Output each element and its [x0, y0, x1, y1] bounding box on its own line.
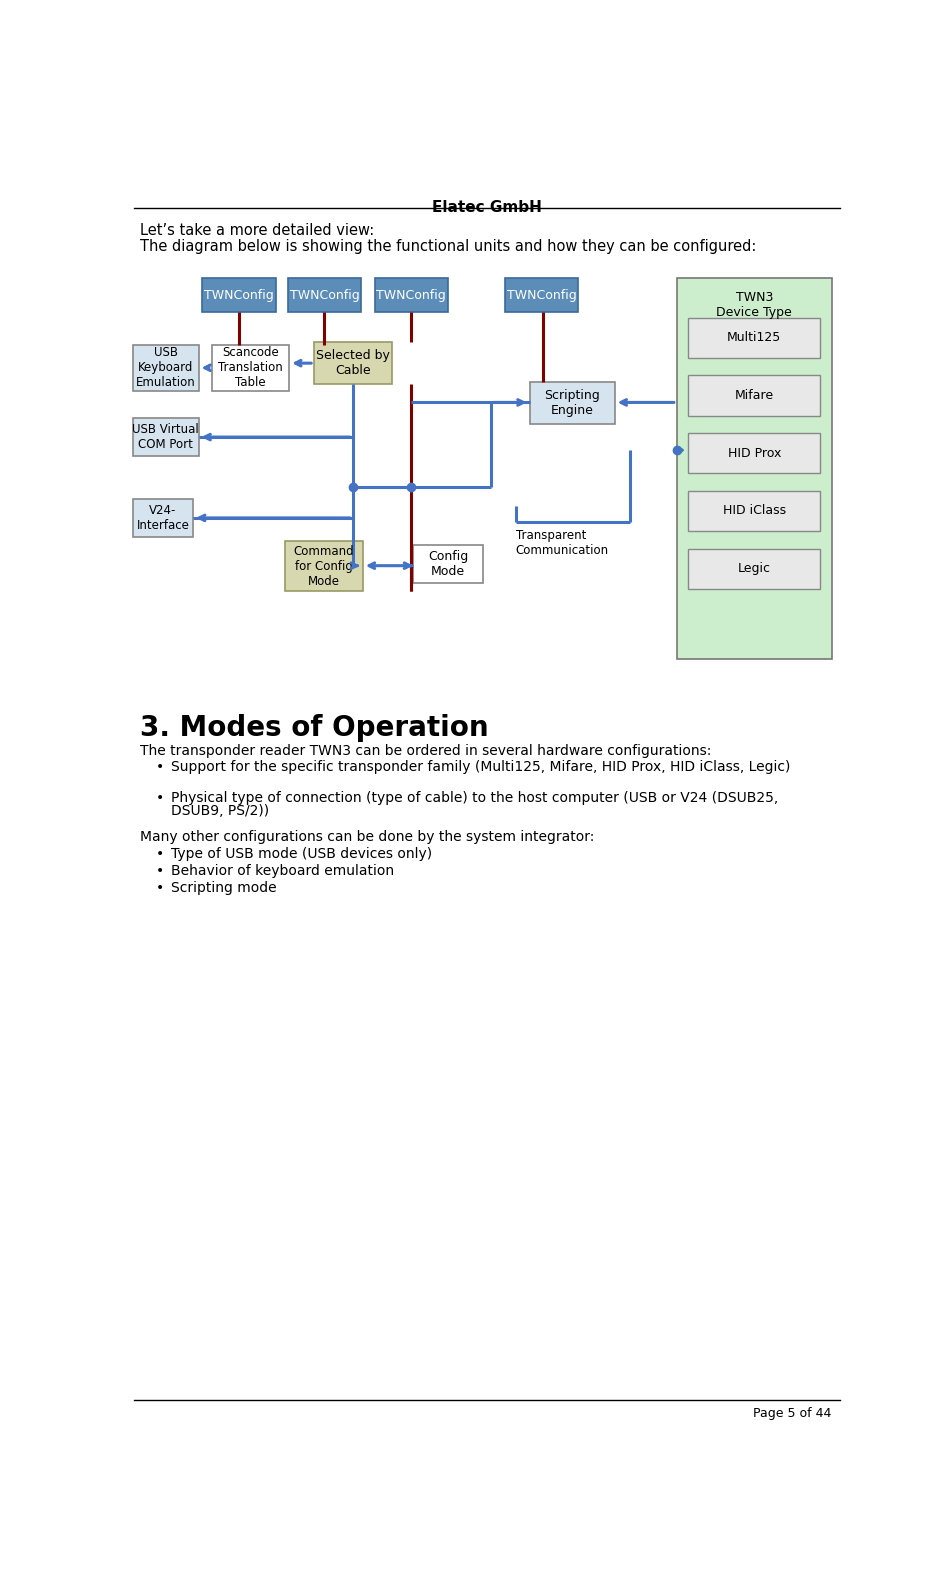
Text: V24-
Interface: V24- Interface	[137, 504, 189, 532]
Text: •: •	[156, 880, 164, 895]
Text: •: •	[156, 847, 164, 861]
Text: TWN3
Device Type: TWN3 Device Type	[716, 291, 792, 319]
Text: Page 5 of 44: Page 5 of 44	[753, 1408, 832, 1421]
Text: Behavior of keyboard emulation: Behavior of keyboard emulation	[171, 864, 394, 877]
Bar	[689, 318, 820, 358]
Text: Mifare: Mifare	[734, 389, 774, 402]
Bar	[689, 434, 820, 474]
Text: USB
Keyboard
Emulation: USB Keyboard Emulation	[136, 346, 196, 389]
Text: Support for the specific transponder family (Multi125, Mifare, HID Prox, HID iCl: Support for the specific transponder fam…	[171, 761, 790, 774]
Text: Transparent
Communication: Transparent Communication	[516, 529, 609, 558]
Text: DSUB9, PS/2)): DSUB9, PS/2))	[171, 804, 270, 818]
Text: Type of USB mode (USB devices only): Type of USB mode (USB devices only)	[171, 847, 432, 861]
Bar	[285, 540, 363, 591]
Bar	[133, 345, 199, 391]
Bar	[212, 345, 289, 391]
Text: •: •	[156, 791, 164, 806]
Text: Config
Mode: Config Mode	[428, 550, 468, 578]
Bar	[689, 375, 820, 415]
Bar	[689, 548, 820, 590]
Text: Command
for Config
Mode: Command for Config Mode	[294, 545, 354, 588]
Text: Let’s take a more detailed view:: Let’s take a more detailed view:	[141, 222, 374, 238]
Text: TWNConfig: TWNConfig	[506, 289, 577, 302]
Text: 3. Modes of Operation: 3. Modes of Operation	[141, 715, 489, 742]
Bar	[133, 418, 199, 456]
Bar	[288, 278, 361, 313]
Text: Many other configurations can be done by the system integrator:: Many other configurations can be done by…	[141, 829, 595, 844]
Text: •: •	[156, 864, 164, 877]
Text: Scripting mode: Scripting mode	[171, 880, 277, 895]
Bar	[374, 278, 448, 313]
Text: Physical type of connection (type of cable) to the host computer (USB or V24 (DS: Physical type of connection (type of cab…	[171, 791, 779, 806]
Text: The diagram below is showing the functional units and how they can be configured: The diagram below is showing the functio…	[141, 240, 757, 254]
Text: •: •	[156, 761, 164, 774]
Text: HID Prox: HID Prox	[728, 447, 781, 459]
Text: Scripting
Engine: Scripting Engine	[544, 389, 600, 416]
Bar	[529, 381, 615, 424]
Bar	[202, 278, 276, 313]
Bar	[133, 499, 193, 537]
Text: USB Virtual
COM Port: USB Virtual COM Port	[132, 423, 199, 451]
Text: HID iClass: HID iClass	[723, 504, 786, 518]
Bar	[413, 545, 483, 583]
Text: Multi125: Multi125	[727, 331, 781, 345]
Text: TWNConfig: TWNConfig	[290, 289, 359, 302]
Bar	[689, 491, 820, 531]
Text: TWNConfig: TWNConfig	[376, 289, 446, 302]
Bar	[504, 278, 579, 313]
Text: TWNConfig: TWNConfig	[204, 289, 275, 302]
Text: Legic: Legic	[738, 563, 770, 575]
Text: Selected by
Cable: Selected by Cable	[315, 348, 390, 377]
Text: Elatec GmbH: Elatec GmbH	[432, 200, 542, 215]
Text: The transponder reader TWN3 can be ordered in several hardware configurations:: The transponder reader TWN3 can be order…	[141, 744, 712, 758]
Bar	[314, 342, 391, 385]
Bar	[676, 278, 832, 659]
Text: Scancode
Translation
Table: Scancode Translation Table	[218, 346, 283, 389]
